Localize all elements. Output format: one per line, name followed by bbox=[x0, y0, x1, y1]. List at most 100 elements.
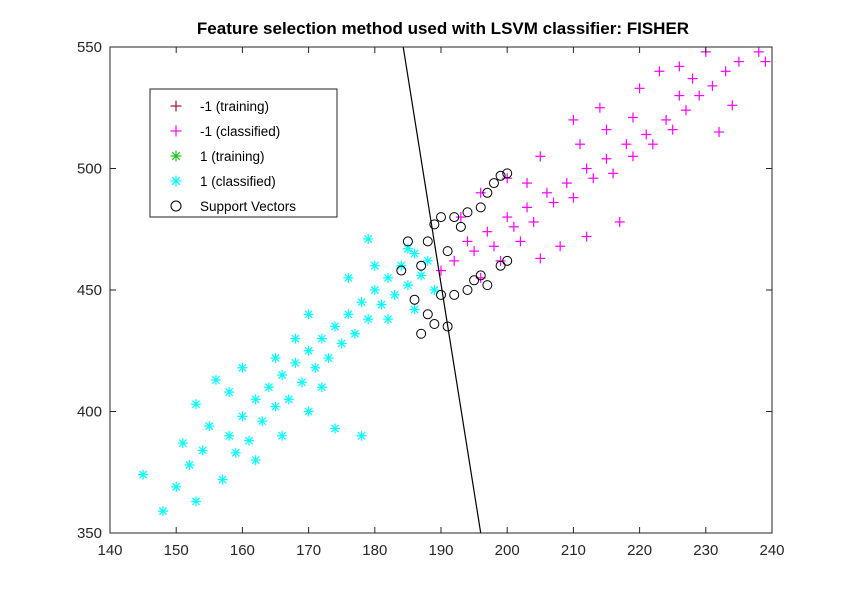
legend-box bbox=[149, 88, 338, 218]
point-1-classified-11-d2 bbox=[251, 395, 260, 404]
point-1-classified-46-d2 bbox=[238, 363, 247, 372]
point-1-classified-18 bbox=[621, 139, 632, 150]
point-1-classified-9-d2 bbox=[238, 412, 247, 421]
point-support-vectors-4-ring bbox=[436, 212, 446, 223]
point-1-classified-51 bbox=[250, 455, 261, 466]
point-support-vectors-8 bbox=[462, 207, 473, 218]
point-1-classified-48-d2 bbox=[344, 273, 353, 282]
point-1-classified-26-d2 bbox=[350, 329, 359, 338]
point-1-classified-56-d2 bbox=[370, 261, 379, 270]
point-1-classified-27 bbox=[356, 297, 367, 308]
point-1-classified-18 bbox=[296, 377, 307, 388]
point-support-vectors-0 bbox=[402, 236, 413, 247]
point-1-classified-25 bbox=[343, 309, 354, 320]
point-1-classified-31 bbox=[383, 272, 394, 283]
point-1-classified-33 bbox=[687, 73, 698, 84]
y-tick-label-550: 550 bbox=[77, 39, 102, 56]
point-support-vectors-11 bbox=[488, 178, 499, 189]
point-support-vectors-27 bbox=[436, 289, 446, 300]
point-support-vectors-25 bbox=[396, 265, 407, 276]
legend: -1 (training) -1 (classified) 1 (training)… bbox=[149, 88, 338, 218]
point-1-classified-35-d2 bbox=[410, 249, 419, 258]
point-1-classified-30-d2 bbox=[377, 300, 386, 309]
point-1-classified-47 bbox=[475, 187, 486, 198]
point-1-classified-4 bbox=[191, 496, 202, 507]
point-1-classified-12-d2 bbox=[258, 417, 267, 426]
point-1-classified-38-d2 bbox=[430, 285, 439, 295]
point-1-classified-28-d2 bbox=[364, 315, 373, 324]
point-1-classified-16 bbox=[283, 394, 294, 405]
point-1-classified-45 bbox=[210, 374, 221, 385]
point-1-classified-59 bbox=[409, 304, 420, 315]
point-support-vectors-6-ring bbox=[449, 212, 460, 223]
point-1-classified-35 bbox=[409, 248, 420, 259]
point-1-classified-41 bbox=[535, 151, 546, 162]
point-1-classified-23 bbox=[667, 124, 678, 135]
point-1-classified-53 bbox=[177, 438, 188, 449]
point-1-classified-39-d2 bbox=[364, 234, 373, 243]
point-1-classified-10 bbox=[244, 435, 255, 446]
point-support-vectors-23 bbox=[495, 260, 506, 271]
point-1-classified-36 bbox=[581, 231, 592, 242]
x-tick-label-160: 160 bbox=[230, 542, 255, 559]
point-1-classified-57 bbox=[224, 387, 235, 398]
point-support-vectors-12 bbox=[495, 170, 506, 181]
point-support-vectors-7-ring bbox=[455, 221, 466, 232]
point-1-classified-39 bbox=[594, 102, 605, 113]
point-1-classified-15 bbox=[277, 370, 288, 381]
point-support-vectors-4 bbox=[436, 212, 446, 223]
series-support-vectors bbox=[396, 168, 513, 339]
point-1-classified-32 bbox=[674, 61, 685, 72]
point-support-vectors-14-ring bbox=[422, 309, 433, 320]
point-1-classified-51-d2 bbox=[251, 456, 260, 465]
chart-title: Feature selection method used with LSVM … bbox=[197, 19, 689, 38]
decision-boundary-line bbox=[402, 47, 482, 533]
y-tick-label-500: 500 bbox=[77, 161, 102, 178]
point-1-classified-56 bbox=[369, 260, 380, 271]
point-1-classified-19 bbox=[627, 151, 638, 162]
legend-marker-support-vectors bbox=[170, 200, 182, 212]
point-support-vectors-5-ring bbox=[442, 246, 453, 257]
legend-label-1-classified: 1 (classified) bbox=[200, 174, 276, 189]
point-support-vectors-23-ring bbox=[495, 260, 506, 271]
point-1-classified-23-d2 bbox=[331, 322, 340, 331]
point-1-classified-9 bbox=[528, 216, 539, 227]
point-1-classified-58 bbox=[270, 353, 281, 364]
point-1-classified-12 bbox=[257, 416, 268, 427]
point-1-classified-19-d2 bbox=[304, 346, 313, 355]
point-1-classified-27-d2 bbox=[357, 298, 366, 307]
point-support-vectors-15 bbox=[429, 319, 440, 330]
point-support-vectors-3-ring bbox=[429, 219, 440, 230]
point-support-vectors-20 bbox=[469, 275, 480, 286]
point-1-classified-0 bbox=[436, 265, 446, 276]
point-1-classified-53 bbox=[601, 124, 612, 135]
point-1-classified-7 bbox=[217, 474, 228, 485]
series-1-classified bbox=[138, 233, 440, 517]
point-1-classified-11 bbox=[548, 197, 559, 208]
x-tick-label-230: 230 bbox=[693, 542, 718, 559]
point-1-classified-17 bbox=[290, 357, 301, 368]
point-1-classified-11 bbox=[250, 394, 261, 405]
point-support-vectors-10-ring bbox=[482, 187, 493, 198]
point-1-classified-34 bbox=[402, 280, 413, 291]
point-1-classified-25 bbox=[694, 90, 705, 101]
point-1-classified-31-d2 bbox=[384, 273, 393, 282]
point-support-vectors-26-ring bbox=[409, 294, 420, 305]
point-1-classified-3 bbox=[184, 459, 195, 470]
point-support-vectors-13 bbox=[502, 168, 513, 179]
point-1-classified-3-d2 bbox=[185, 460, 194, 469]
point-1-classified-20 bbox=[310, 362, 321, 373]
point-1-classified-50 bbox=[674, 90, 685, 101]
legend-marker-1-training-d2 bbox=[171, 151, 181, 161]
point-1-classified-40 bbox=[303, 406, 314, 417]
point-support-vectors-19-ring bbox=[462, 285, 473, 295]
point-support-vectors-3 bbox=[429, 219, 440, 230]
point-support-vectors-6 bbox=[449, 212, 460, 223]
point-1-classified-39 bbox=[363, 233, 374, 244]
y-tick-label-400: 400 bbox=[77, 404, 102, 421]
point-1-classified-38 bbox=[429, 285, 440, 295]
point-1-classified-44 bbox=[356, 430, 367, 441]
point-support-vectors-1-ring bbox=[416, 260, 427, 271]
point-1-classified-50-d2 bbox=[384, 315, 393, 324]
legend-marker-support-vectors-ring bbox=[170, 200, 182, 212]
